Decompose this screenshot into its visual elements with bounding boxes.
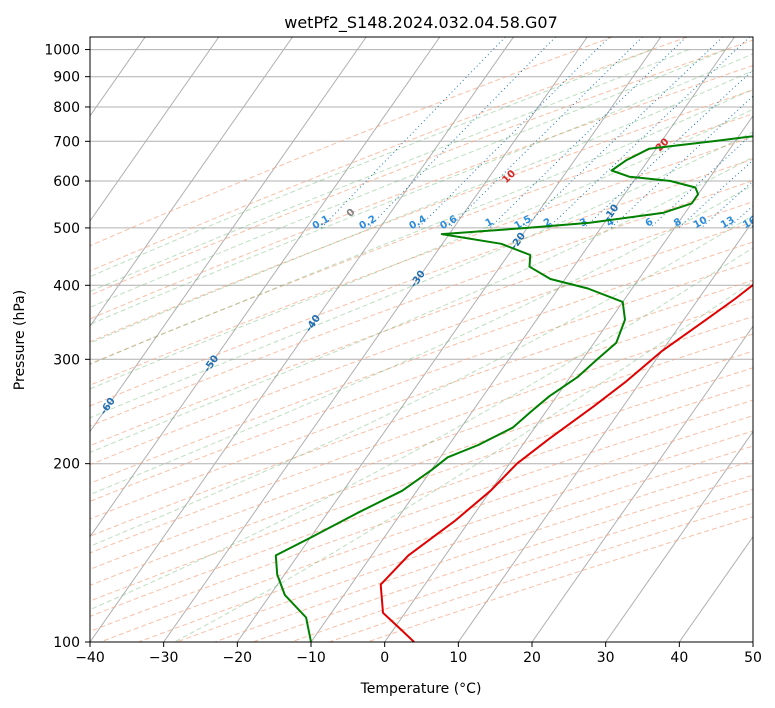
x-tick-label: −20 bbox=[223, 650, 253, 666]
y-tick-label: 400 bbox=[53, 278, 80, 294]
x-tick-label: 30 bbox=[597, 650, 615, 666]
dry-adiabat-line bbox=[90, 298, 753, 537]
y-axis: 100 200 300 400 500 600 700 800 900 1000 bbox=[44, 43, 90, 651]
moist-adiabat-line bbox=[90, 49, 726, 308]
moist-adiabat-line bbox=[90, 108, 753, 390]
dry-adiabat-line bbox=[90, 113, 753, 365]
isotherm-line bbox=[605, 430, 753, 642]
dry-adiabat-line bbox=[90, 37, 613, 247]
y-tick-label: 900 bbox=[53, 70, 80, 86]
isotherm-line bbox=[531, 325, 753, 642]
y-tick-label: 600 bbox=[53, 174, 80, 190]
isotherm-line bbox=[90, 37, 514, 642]
mixing-ratio-label: 2 bbox=[542, 216, 554, 229]
isotherm-line bbox=[90, 37, 293, 328]
mixing-ratio-label: 4 bbox=[605, 216, 617, 229]
moist-adiabat-line bbox=[90, 49, 653, 278]
moist-adiabat-line bbox=[90, 247, 753, 611]
background-lines bbox=[90, 37, 753, 642]
moist-adiabat-line bbox=[90, 88, 753, 366]
dry-adiabat-line bbox=[90, 315, 753, 554]
isotherm-line bbox=[90, 37, 220, 222]
x-tick-label: 10 bbox=[449, 650, 467, 666]
y-tick-label: 1000 bbox=[44, 43, 80, 59]
x-axis-label: Temperature (°C) bbox=[360, 681, 482, 697]
x-tick-label: 0 bbox=[380, 650, 389, 666]
dry-adiabat-line bbox=[90, 37, 688, 272]
moist-adiabat-line bbox=[90, 156, 753, 454]
isotherm-line bbox=[90, 37, 441, 538]
mixing-ratio-label: 6 bbox=[644, 216, 656, 229]
dry-adiabat-line bbox=[90, 383, 753, 617]
mixing-ratio-label: 8 bbox=[672, 216, 684, 229]
mixing-ratio-label: 1 bbox=[484, 216, 496, 229]
chart-title: wetPf2_S148.2024.032.04.58.G07 bbox=[284, 13, 558, 33]
moist-adiabat-line bbox=[90, 184, 753, 496]
isotherm-line bbox=[310, 37, 735, 642]
profile-lines bbox=[274, 135, 753, 642]
dry-adiabat-line bbox=[90, 180, 753, 427]
y-tick-label: 800 bbox=[53, 100, 80, 116]
isotherm-line bbox=[457, 220, 753, 642]
x-tick-label: −10 bbox=[296, 650, 326, 666]
mixing-ratio-line bbox=[321, 37, 506, 229]
y-tick-label: 200 bbox=[53, 457, 80, 473]
dry-adiabat-line bbox=[90, 367, 753, 602]
plot-frame bbox=[89, 36, 754, 643]
y-tick-label: 500 bbox=[53, 221, 80, 237]
x-tick-label: −40 bbox=[75, 650, 105, 666]
moist-adiabat-line bbox=[90, 49, 690, 293]
isotherm-line bbox=[90, 37, 367, 433]
isotherm-line bbox=[236, 37, 662, 642]
mixing-ratio-line bbox=[489, 37, 687, 229]
mixing-ratio-label: 16 bbox=[741, 215, 759, 232]
temperature-profile-line bbox=[379, 283, 753, 642]
dry-adiabat-line bbox=[90, 333, 753, 570]
dewpoint-profile-line bbox=[274, 135, 753, 642]
x-tick-label: −30 bbox=[149, 650, 179, 666]
dry-adiabat-line bbox=[90, 279, 753, 520]
isotherm-line bbox=[678, 535, 753, 642]
dry-adiabat-line bbox=[90, 260, 753, 502]
dry-adiabat-line bbox=[90, 350, 753, 586]
y-tick-label: 300 bbox=[53, 352, 80, 368]
dry-adiabat-line bbox=[90, 136, 753, 386]
isotherm-line bbox=[163, 37, 588, 642]
mixing-ratio-line bbox=[584, 69, 753, 229]
y-axis-label: Pressure (hPa) bbox=[12, 290, 28, 390]
dry-adiabat-line bbox=[90, 64, 753, 320]
moist-adiabat-line bbox=[90, 53, 753, 325]
y-tick-label: 700 bbox=[53, 134, 80, 150]
y-tick-label: 100 bbox=[53, 635, 80, 651]
x-tick-label: 20 bbox=[523, 650, 541, 666]
x-tick-label: 50 bbox=[744, 650, 762, 666]
x-axis: −40 −30 −20 −10 0 10 20 30 40 50 bbox=[75, 642, 762, 666]
x-tick-label: 40 bbox=[670, 650, 688, 666]
